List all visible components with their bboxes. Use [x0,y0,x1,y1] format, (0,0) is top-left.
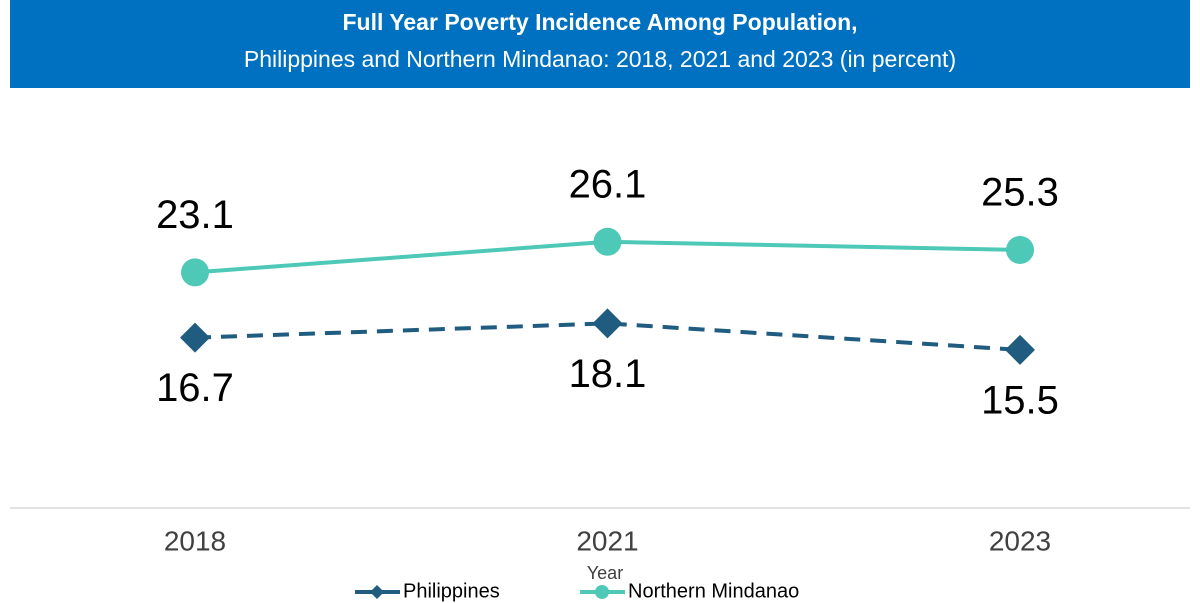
legend-marker [595,585,609,599]
legend-label: Philippines [403,580,500,602]
data-point [592,308,623,339]
data-label: 26.1 [569,162,647,206]
data-point [181,258,209,287]
data-label: 18.1 [569,352,647,396]
x-tick-label: 2021 [576,525,638,556]
data-label: 23.1 [156,193,234,237]
data-point [180,322,210,353]
data-label: 16.7 [156,366,234,410]
data-label: 25.3 [981,171,1059,215]
legend-label: Northern Mindanao [628,580,799,602]
data-point [593,227,622,256]
x-axis-label: Year [587,563,623,583]
x-tick-label: 2018 [164,525,226,556]
x-tick-label: 2023 [989,525,1051,556]
chart-subtitle: Philippines and Northern Mindanao: 2018,… [244,46,956,72]
title-banner [10,0,1190,88]
data-point [1005,334,1035,365]
series-line [194,321,1021,352]
data-label: 15.5 [981,378,1059,422]
data-point [1006,235,1034,264]
chart-title: Full Year Poverty Incidence Among Popula… [342,9,857,35]
legend-marker [370,585,384,599]
